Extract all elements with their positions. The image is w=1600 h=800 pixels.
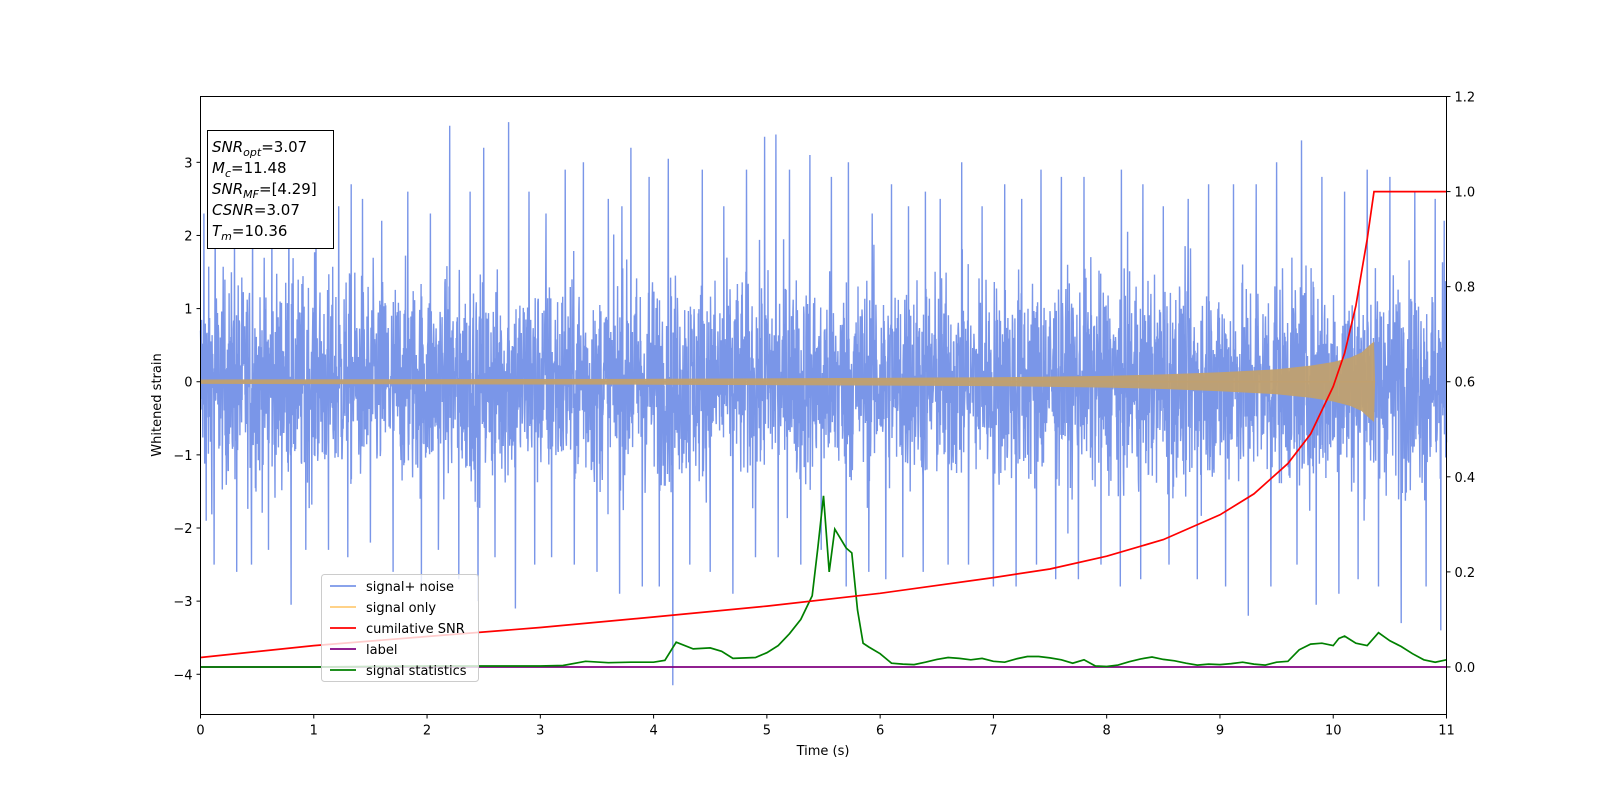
- y2-tick-label: 1.2: [1455, 91, 1476, 106]
- series-cumulative-snr: [200, 190, 1447, 659]
- x-tick-label: 1: [310, 724, 318, 739]
- plot-frame: [200, 96, 1447, 715]
- y-tick-label: 2: [184, 229, 192, 244]
- legend-entry: label: [366, 643, 397, 658]
- legend-entry: signal statistics: [366, 664, 467, 679]
- annotation-line: CSNR=3.07: [212, 201, 300, 219]
- x-axis: 0 1 2 3 4 5 6 7 8 9 10 11: [196, 714, 1455, 739]
- y-tick-label: −4: [173, 668, 192, 683]
- x-tick-label: 10: [1325, 724, 1342, 739]
- y2-tick-label: 0.0: [1455, 661, 1476, 676]
- y-axis-left: 3 2 1 0 −1 −2 −3 −4: [173, 156, 201, 683]
- y-tick-label: −2: [173, 522, 192, 537]
- y2-tick-label: 0.8: [1455, 281, 1476, 296]
- y-tick-label: −3: [173, 595, 192, 610]
- legend-entry: cumilative SNR: [366, 622, 465, 637]
- annotation-line: Tm=10.36: [212, 222, 287, 243]
- x-tick-label: 2: [423, 724, 431, 739]
- legend-entry: signal+ noise: [366, 580, 454, 595]
- series-signal-noise: [199, 122, 1448, 686]
- series-line-signal-noise: [199, 122, 1448, 686]
- x-tick-label: 4: [649, 724, 657, 739]
- y-axis-right: 1.2 1.0 0.8 0.6 0.4 0.2 0.0: [1446, 91, 1476, 676]
- y-tick-label: 3: [184, 156, 192, 171]
- x-tick-label: 6: [876, 724, 884, 739]
- x-tick-label: 7: [989, 724, 997, 739]
- series-signal-only: [200, 341, 1376, 422]
- x-tick-label: 0: [196, 724, 204, 739]
- y-tick-label: −1: [173, 449, 192, 464]
- legend-frame: [321, 574, 479, 682]
- x-axis-label: Time (s): [796, 744, 850, 759]
- annotation-frame: [207, 130, 334, 249]
- x-tick-label: 11: [1438, 724, 1455, 739]
- y2-tick-label: 0.4: [1455, 471, 1476, 486]
- y2-tick-label: 1.0: [1455, 186, 1476, 201]
- legend: signal+ noise signal only cumilative SNR la…: [321, 574, 479, 682]
- annotation-line: Mc=11.48: [212, 159, 287, 180]
- legend-entry: signal only: [366, 601, 436, 616]
- y2-tick-label: 0.2: [1455, 566, 1476, 581]
- x-tick-label: 5: [763, 724, 771, 739]
- annotation-line: SNRopt=3.07: [212, 138, 307, 159]
- y-tick-label: 0: [184, 376, 192, 391]
- x-tick-label: 8: [1103, 724, 1111, 739]
- x-tick-label: 9: [1216, 724, 1224, 739]
- series-line-cumulative-snr: [200, 190, 1447, 659]
- series-line-signal-statistics: [200, 495, 1447, 668]
- y-axis-label: Whitened strain: [150, 353, 165, 456]
- parameter-annotation-box: SNRopt=3.07Mc=11.48SNRMF=[4.29]CSNR=3.07…: [207, 130, 334, 249]
- x-tick-label: 3: [536, 724, 544, 739]
- annotation-line: SNRMF=[4.29]: [212, 180, 317, 201]
- y-tick-label: 1: [184, 303, 192, 318]
- series-signal-statistics: [200, 495, 1447, 668]
- y2-tick-label: 0.6: [1455, 376, 1476, 391]
